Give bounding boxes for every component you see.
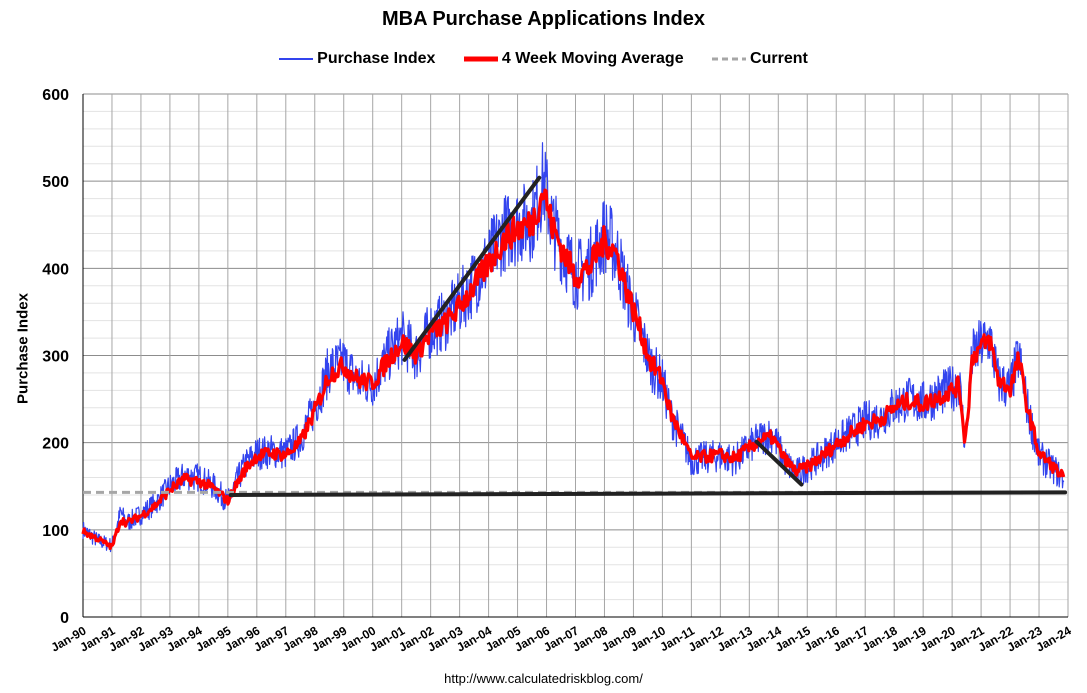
series-line-purchase-index xyxy=(82,142,1065,553)
legend-label-moving-average: 4 Week Moving Average xyxy=(501,50,684,67)
ticks-layer: 0100200300400500600Jan-90Jan-91Jan-92Jan… xyxy=(42,87,1073,655)
y-tick-label: 500 xyxy=(42,174,69,191)
y-tick-label: 400 xyxy=(42,261,69,278)
legend-swatch-moving-average xyxy=(463,56,498,62)
source-url: http://www.calculatedriskblog.com/ xyxy=(444,671,643,686)
legend-swatch-current xyxy=(712,57,747,61)
legend: Purchase Index 4 Week Moving Average Cur… xyxy=(0,50,1087,69)
y-tick-label: 100 xyxy=(42,523,69,540)
chart-title: MBA Purchase Applications Index xyxy=(381,8,706,30)
legend-item-current: Current xyxy=(712,50,808,68)
grid-layer xyxy=(82,93,1069,618)
y-tick-label: 600 xyxy=(42,87,69,104)
trend-layer xyxy=(228,175,1068,497)
legend-item-moving-average: 4 Week Moving Average xyxy=(463,50,684,68)
series-line-moving-average xyxy=(81,188,1066,551)
y-tick-label: 0 xyxy=(60,610,69,627)
trend-line-1 xyxy=(228,490,1068,497)
legend-label-current: Current xyxy=(750,50,808,67)
y-tick-label: 200 xyxy=(42,436,69,453)
y-tick-label: 300 xyxy=(42,349,69,366)
legend-swatch-purchase-index xyxy=(279,58,314,60)
trend-line-2 xyxy=(402,175,542,362)
legend-label-purchase-index: Purchase Index xyxy=(317,50,436,67)
legend-item-purchase-index: Purchase Index xyxy=(279,50,435,68)
trend-line-3 xyxy=(754,439,804,487)
